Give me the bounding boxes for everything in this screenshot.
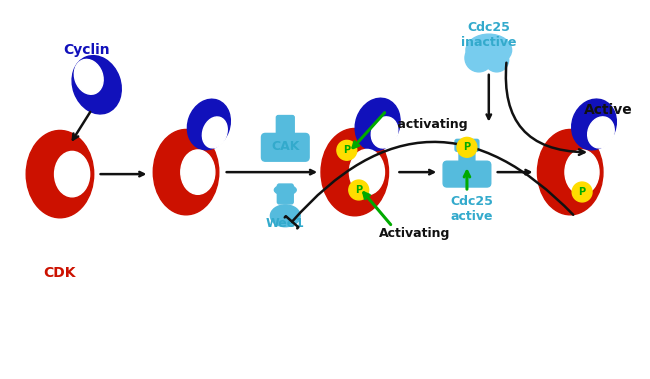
- Text: CAK: CAK: [271, 140, 300, 153]
- Ellipse shape: [371, 117, 398, 148]
- Ellipse shape: [565, 150, 599, 194]
- Ellipse shape: [74, 60, 103, 94]
- Circle shape: [485, 48, 509, 72]
- Ellipse shape: [321, 128, 389, 216]
- Ellipse shape: [26, 130, 94, 218]
- FancyBboxPatch shape: [278, 184, 293, 204]
- Text: P: P: [343, 145, 350, 155]
- Ellipse shape: [466, 34, 512, 66]
- Circle shape: [457, 137, 477, 157]
- Text: P: P: [355, 185, 362, 195]
- Text: P: P: [578, 187, 586, 197]
- Ellipse shape: [181, 150, 215, 194]
- Text: Cdc25
active: Cdc25 active: [450, 195, 493, 223]
- FancyBboxPatch shape: [261, 133, 309, 161]
- Text: P: P: [463, 142, 471, 152]
- Text: Wee1: Wee1: [266, 217, 305, 230]
- Ellipse shape: [153, 130, 219, 215]
- Ellipse shape: [187, 99, 230, 150]
- Text: Activating: Activating: [379, 227, 450, 240]
- Text: Inactivating: Inactivating: [384, 118, 468, 131]
- Ellipse shape: [270, 205, 300, 227]
- FancyBboxPatch shape: [443, 161, 491, 187]
- Text: Cyclin: Cyclin: [64, 43, 110, 57]
- Text: CDK: CDK: [44, 266, 76, 280]
- Ellipse shape: [274, 185, 296, 195]
- Text: Cdc25
inactive: Cdc25 inactive: [461, 21, 517, 49]
- Ellipse shape: [72, 56, 122, 114]
- Ellipse shape: [355, 98, 400, 151]
- Circle shape: [465, 44, 493, 72]
- Circle shape: [572, 182, 592, 202]
- FancyBboxPatch shape: [455, 139, 479, 151]
- Circle shape: [349, 180, 369, 200]
- FancyBboxPatch shape: [459, 147, 475, 167]
- Text: Active: Active: [584, 103, 632, 117]
- Ellipse shape: [588, 117, 614, 148]
- FancyBboxPatch shape: [276, 116, 294, 139]
- Ellipse shape: [538, 130, 603, 215]
- Ellipse shape: [571, 99, 616, 150]
- Ellipse shape: [350, 149, 385, 195]
- Circle shape: [337, 140, 357, 160]
- Ellipse shape: [55, 151, 90, 197]
- Ellipse shape: [202, 117, 228, 148]
